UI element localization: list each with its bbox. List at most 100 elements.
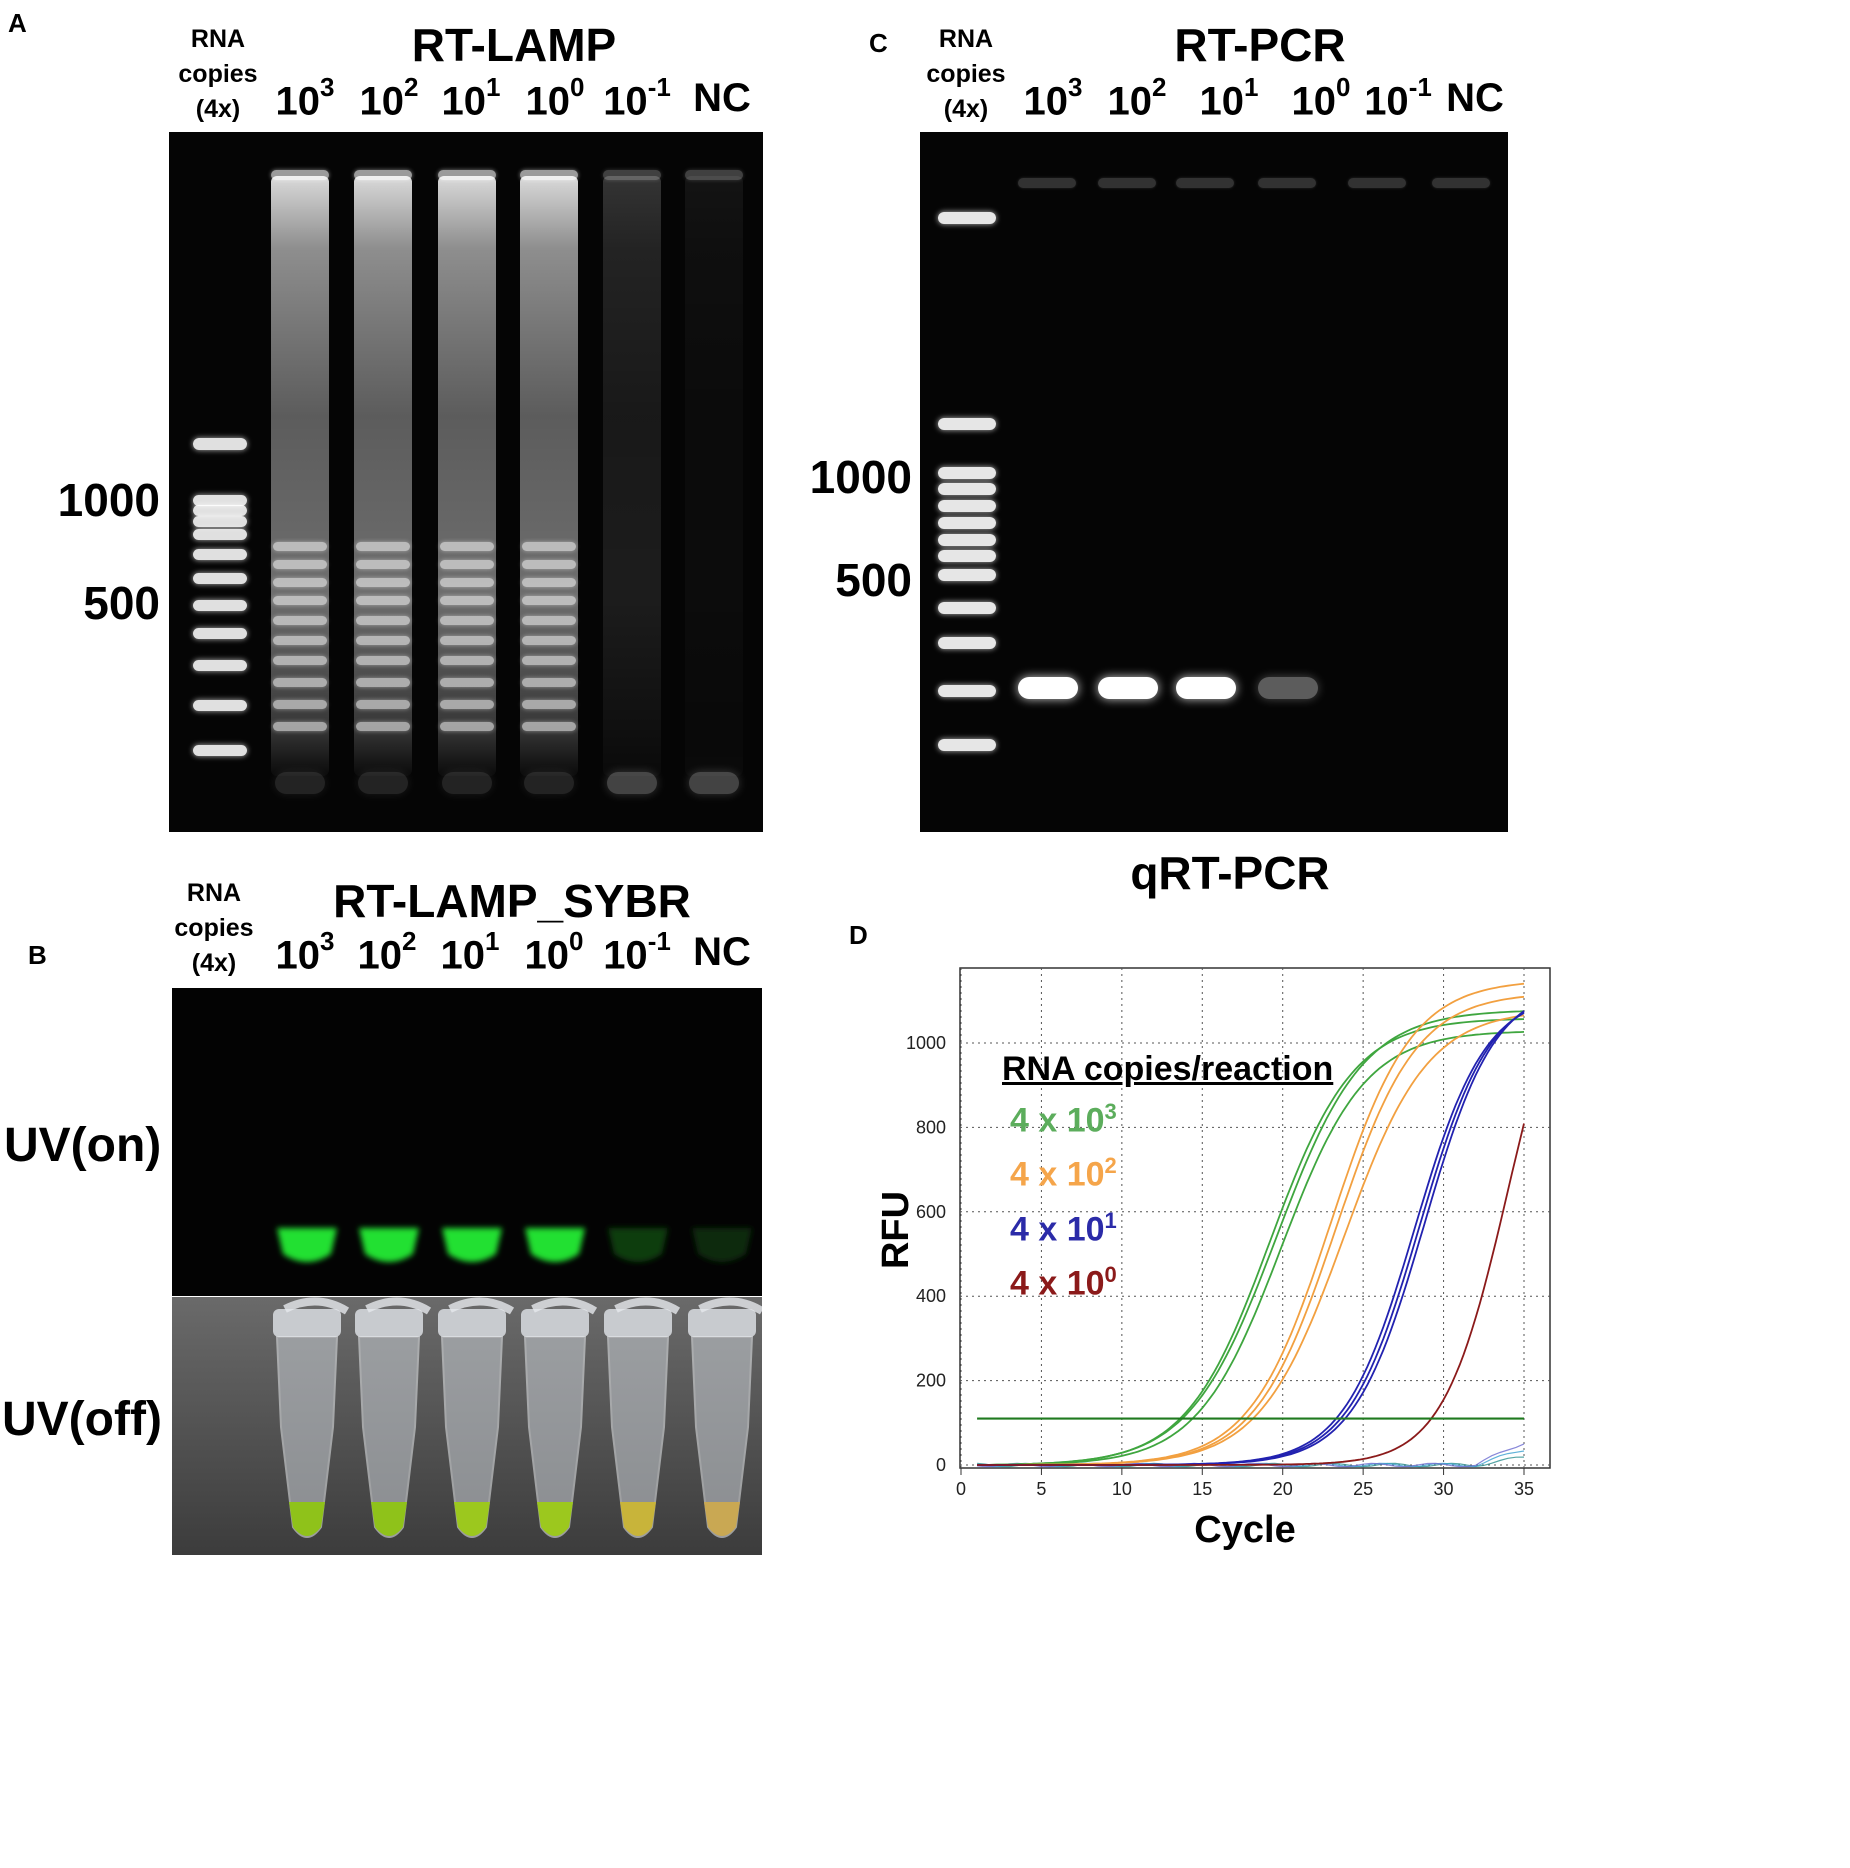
- tube-liquid-3: [454, 1502, 490, 1536]
- y-tick-label: 200: [916, 1371, 946, 1391]
- amplification-curve-4-1: [977, 1123, 1525, 1466]
- x-axis-label: Cycle: [1194, 1509, 1295, 1551]
- panel-a-title: RT-LAMP: [411, 19, 617, 71]
- x-tick-label: 30: [1434, 1479, 1454, 1499]
- ladder-band: [193, 600, 247, 611]
- ladder-band: [193, 495, 247, 506]
- ladder-band: [938, 685, 996, 697]
- panel-a-size-1000: 1000: [57, 474, 160, 526]
- sample-lane-smear-6: [685, 176, 743, 776]
- gel-well: [1258, 178, 1316, 188]
- lane-label-6: NC: [693, 76, 751, 120]
- fluorescent-tube-2: [359, 1228, 419, 1262]
- x-tick-label: 10: [1112, 1479, 1132, 1499]
- lamp-ladder-band: [522, 700, 576, 709]
- pcr-product-band-1: [1018, 677, 1078, 699]
- gel-well: [438, 170, 496, 180]
- amplification-curve-1-2: [977, 1010, 1525, 1466]
- lane-label-2: 102: [359, 72, 419, 124]
- ladder-band: [938, 602, 996, 614]
- ladder-band: [193, 438, 247, 450]
- baseline-curve: [977, 1456, 1525, 1468]
- ladder-band: [938, 637, 996, 649]
- tube-6: [688, 1297, 762, 1538]
- sample-lane-smear-1: [271, 176, 329, 776]
- lamp-ladder-band: [522, 578, 576, 587]
- uv-on-photo: [172, 988, 762, 1296]
- lane-label-4: 100: [525, 72, 585, 124]
- lamp-ladder-band: [440, 560, 494, 569]
- ladder-band: [193, 628, 247, 639]
- lane-label-5: 10-1: [603, 926, 671, 978]
- lamp-ladder-band: [440, 678, 494, 687]
- ladder-band: [193, 549, 247, 560]
- rt-pcr-gel-image: [920, 132, 1508, 832]
- lamp-ladder-band: [440, 616, 494, 625]
- lamp-ladder-band: [440, 722, 494, 731]
- lamp-ladder-band: [356, 596, 410, 605]
- gel-well: [271, 170, 329, 180]
- gel-well: [1176, 178, 1234, 188]
- rt-lamp-gel-image: [169, 132, 763, 832]
- panel-a-rna-copies-label: RNA copies (4x): [158, 22, 278, 127]
- gel-well: [1348, 178, 1406, 188]
- legend-item-2: 4 x 102: [1010, 1153, 1117, 1194]
- lane-label-2: 102: [357, 926, 417, 978]
- qrt-pcr-chart-svg: 0 5 10 15 20 25 30 35 0 200 400 600 800 1000 Cycle RFU: [875, 967, 1551, 1551]
- panel-a-letter: A: [8, 8, 27, 38]
- ladder-band: [193, 516, 247, 527]
- qrt-pcr-chart: 0 5 10 15 20 25 30 35 0 200 400 600 800 1000 Cycle RFU: [850, 950, 1850, 1863]
- uv-on-label: UV(on): [4, 1119, 162, 1172]
- pcr-product-band-3: [1176, 677, 1236, 699]
- lamp-ladder-band: [273, 700, 327, 709]
- lamp-ladder-band: [522, 596, 576, 605]
- ladder-band: [938, 418, 996, 430]
- x-tick-label: 35: [1514, 1479, 1534, 1499]
- lane-label-5: 10-1: [603, 72, 671, 124]
- fluorescent-tube-3: [442, 1228, 502, 1262]
- y-tick-label: 0: [936, 1455, 946, 1475]
- gel-well: [1098, 178, 1156, 188]
- lane-label-1: 103: [1023, 72, 1083, 124]
- tube-liquid-6: [704, 1502, 740, 1536]
- legend-item-4: 4 x 100: [1010, 1261, 1117, 1303]
- primer-dimer-band: [689, 772, 739, 794]
- ladder-band: [938, 483, 996, 495]
- uv-off-photo: [172, 1297, 762, 1555]
- lamp-ladder-band: [440, 656, 494, 665]
- lane-label-3: 101: [440, 926, 500, 978]
- primer-dimer-band: [524, 772, 574, 794]
- panel-b-title: RT-LAMP_SYBR: [333, 875, 691, 927]
- ladder-band: [938, 517, 996, 529]
- pcr-product-band-4: [1258, 677, 1318, 699]
- y-tick-label: 400: [916, 1286, 946, 1306]
- fluorescent-tube-5: [608, 1228, 668, 1262]
- lamp-ladder-band: [522, 616, 576, 625]
- rna-label-line2: copies: [174, 914, 254, 942]
- lamp-ladder-band: [273, 656, 327, 665]
- x-tick-label: 0: [956, 1479, 966, 1499]
- lane-label-1: 103: [275, 926, 335, 978]
- panel-b-rna-copies-label: RNA copies (4x): [154, 876, 274, 981]
- sample-lane-smear-5: [603, 176, 661, 776]
- uv-on-glow-svg: [277, 1228, 752, 1262]
- amplification-curve-1-3: [977, 1031, 1525, 1466]
- tube-4: [521, 1297, 598, 1538]
- tube-1: [273, 1297, 350, 1538]
- lamp-ladder-band: [522, 542, 576, 551]
- fluorescent-tube-6: [692, 1228, 752, 1262]
- lane-label-3: 101: [1199, 72, 1259, 124]
- gel-well: [354, 170, 412, 180]
- lamp-ladder-band: [273, 616, 327, 625]
- ladder-band: [938, 534, 996, 546]
- lamp-ladder-band: [273, 596, 327, 605]
- lamp-ladder-band: [356, 636, 410, 645]
- rna-label-line3: (4x): [191, 949, 237, 977]
- panel-d-letter: D: [849, 920, 868, 950]
- primer-dimer-band: [442, 772, 492, 794]
- rna-label-line1: RNA: [938, 25, 994, 53]
- sample-lane-smear-2: [354, 176, 412, 776]
- legend-item-3: 4 x 101: [1010, 1207, 1117, 1248]
- panel-c-title: RT-PCR: [1174, 19, 1346, 71]
- gel-well: [685, 170, 743, 180]
